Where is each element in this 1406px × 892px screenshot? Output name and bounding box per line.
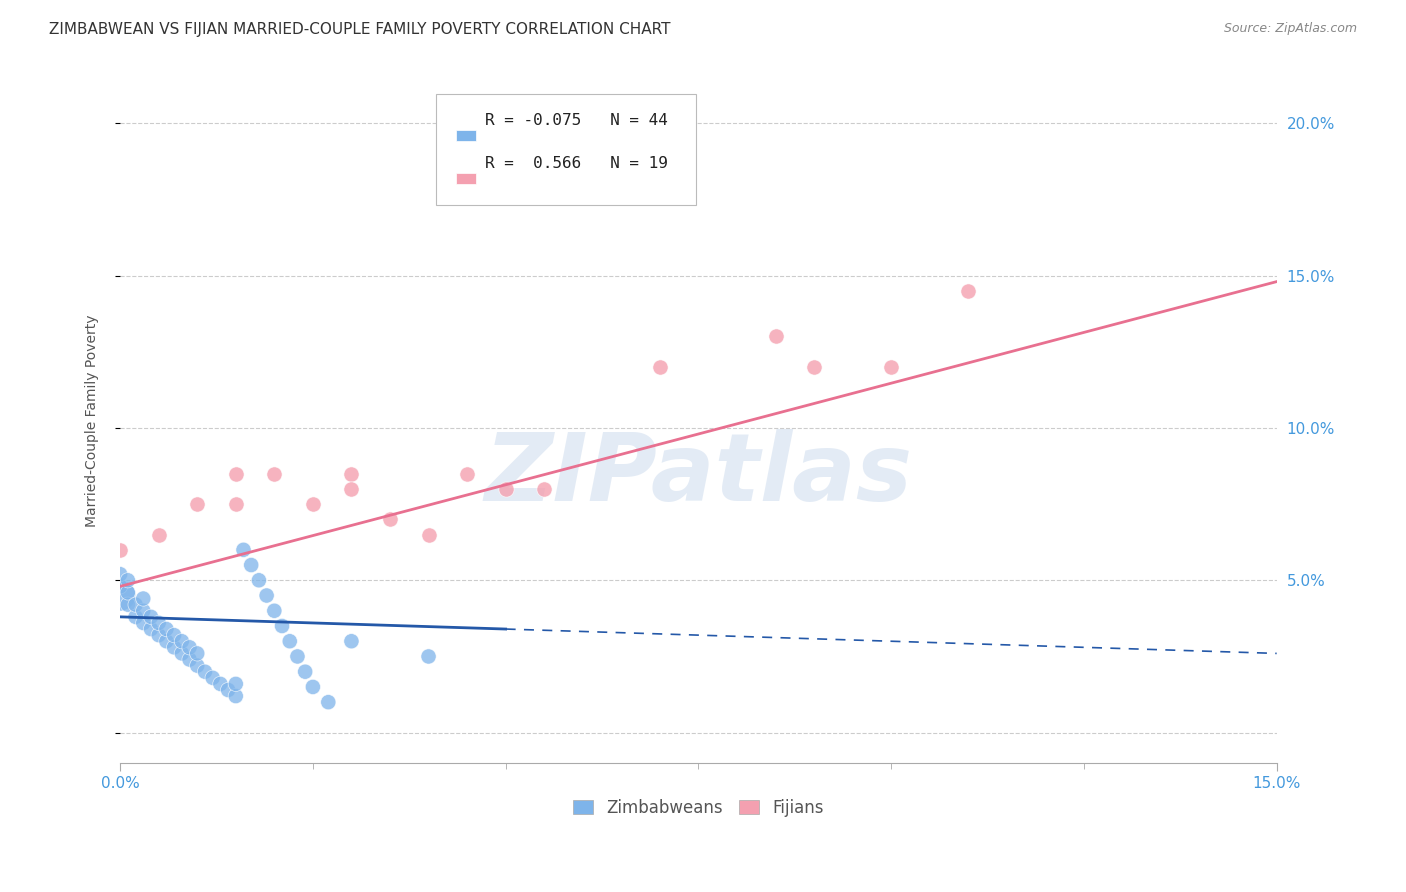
Point — [880, 359, 903, 374]
Point — [340, 482, 363, 496]
Point — [278, 634, 301, 648]
Point — [240, 558, 263, 572]
Point — [124, 610, 146, 624]
Text: ZIPatlas: ZIPatlas — [484, 429, 912, 521]
Point — [117, 585, 139, 599]
Point — [209, 677, 232, 691]
Point — [225, 497, 247, 511]
Point — [186, 647, 208, 661]
Point — [148, 615, 170, 630]
Point — [225, 689, 247, 703]
Point — [418, 649, 440, 664]
Point — [139, 622, 162, 636]
Point — [108, 579, 131, 593]
Point — [225, 677, 247, 691]
Point — [148, 628, 170, 642]
Point — [108, 567, 131, 582]
Text: R =  0.566   N = 19: R = 0.566 N = 19 — [485, 156, 668, 170]
Point — [117, 574, 139, 588]
Point — [217, 683, 239, 698]
Y-axis label: Married-Couple Family Poverty: Married-Couple Family Poverty — [86, 314, 100, 526]
Point — [186, 497, 208, 511]
Point — [256, 589, 278, 603]
Legend: Zimbabweans, Fijians: Zimbabweans, Fijians — [567, 792, 831, 823]
Point — [533, 482, 555, 496]
Point — [117, 598, 139, 612]
Point — [179, 640, 201, 655]
Point — [170, 647, 193, 661]
Point — [648, 359, 671, 374]
Point — [232, 542, 254, 557]
Point — [163, 628, 186, 642]
Point — [271, 619, 294, 633]
Point — [456, 467, 478, 481]
Point — [155, 634, 177, 648]
Point — [302, 497, 325, 511]
Point — [803, 359, 825, 374]
Text: Source: ZipAtlas.com: Source: ZipAtlas.com — [1223, 22, 1357, 36]
Point — [201, 671, 224, 685]
Point — [340, 634, 363, 648]
Point — [186, 658, 208, 673]
Point — [108, 542, 131, 557]
Point — [170, 634, 193, 648]
Point — [287, 649, 309, 664]
Text: R = -0.075   N = 44: R = -0.075 N = 44 — [485, 113, 668, 128]
Text: ZIMBABWEAN VS FIJIAN MARRIED-COUPLE FAMILY POVERTY CORRELATION CHART: ZIMBABWEAN VS FIJIAN MARRIED-COUPLE FAMI… — [49, 22, 671, 37]
Point — [765, 329, 787, 343]
Point — [108, 589, 131, 603]
Point — [139, 610, 162, 624]
Point — [418, 527, 440, 541]
Point — [132, 591, 155, 606]
Point — [148, 527, 170, 541]
Point — [294, 665, 316, 679]
Point — [340, 467, 363, 481]
Point — [318, 695, 340, 709]
Point — [155, 622, 177, 636]
Point — [957, 284, 980, 298]
Point — [132, 615, 155, 630]
Point — [194, 665, 217, 679]
Point — [132, 604, 155, 618]
Point — [378, 512, 401, 526]
Point — [302, 680, 325, 694]
Point — [225, 467, 247, 481]
Point — [124, 598, 146, 612]
Point — [263, 467, 285, 481]
Point — [179, 652, 201, 666]
Point — [247, 574, 270, 588]
Point — [495, 482, 517, 496]
Point — [163, 640, 186, 655]
Point — [263, 604, 285, 618]
